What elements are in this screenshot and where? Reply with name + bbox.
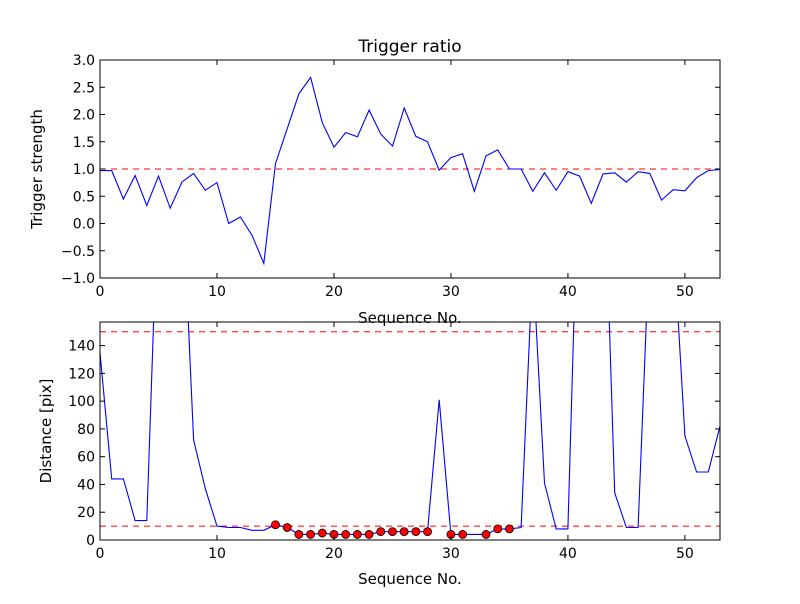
- bottom-y-tick-label: 100: [68, 394, 95, 410]
- top-x-tick-label: 50: [676, 284, 694, 300]
- bottom-trigger-marker: [411, 527, 421, 537]
- bottom-axes-frame: [99, 321, 721, 541]
- bottom-x-axis-label: Sequence No.: [358, 570, 462, 588]
- top-x-tick-label: 20: [325, 284, 343, 300]
- bottom-x-tick-label: 0: [96, 546, 105, 562]
- bottom-y-tick-label: 140: [68, 339, 95, 355]
- bottom-trigger-marker: [399, 527, 409, 537]
- bottom-x-tick-label: 20: [325, 546, 343, 562]
- bottom-trigger-marker: [341, 530, 351, 539]
- bottom-y-tick-label: 0: [86, 533, 95, 549]
- bottom-trigger-marker: [282, 523, 292, 532]
- top-y-tick-label: −0.5: [61, 244, 95, 260]
- top-y-axis-label: Trigger strength: [28, 109, 46, 230]
- bottom-trigger-marker: [376, 527, 386, 537]
- top-y-tick-label: 0.0: [73, 217, 95, 233]
- bottom-trigger-marker: [505, 524, 514, 534]
- top-x-tick-label: 10: [208, 284, 226, 300]
- bottom-trigger-marker: [317, 528, 327, 538]
- top-y-tick-label: −1.0: [61, 271, 95, 287]
- bottom-y-tick-label: 60: [77, 450, 95, 466]
- bottom-trigger-marker: [306, 530, 315, 539]
- bottom-y-axis-label: Distance [pix]: [37, 379, 55, 484]
- bottom-series-line: [100, 322, 720, 535]
- top-x-tick-label: 30: [442, 284, 460, 300]
- bottom-trigger-marker: [294, 530, 304, 539]
- top-x-axis-label: Sequence No.: [358, 309, 462, 327]
- bottom-y-tick-label: 20: [77, 505, 95, 521]
- top-y-tick-label: 0.5: [73, 189, 95, 205]
- top-y-tick-label: 3.0: [73, 53, 95, 69]
- top-y-tick-label: 1.0: [73, 162, 95, 178]
- bottom-trigger-marker: [481, 530, 491, 539]
- distance-plot: 0 10 20 30 40 50 0 20 40 60 80 100 120 140: [68, 321, 721, 562]
- bottom-trigger-marker: [493, 524, 503, 534]
- bottom-x-tick-label: 50: [676, 546, 694, 562]
- bottom-x-tick-label: 30: [442, 546, 460, 562]
- top-x-tick-label: 0: [96, 284, 105, 300]
- chart-title: Trigger ratio: [357, 37, 461, 57]
- top-y-tick-label: 1.5: [73, 135, 95, 151]
- top-y-tick-label: 2.5: [73, 80, 95, 96]
- bottom-trigger-marker: [388, 527, 397, 537]
- bottom-y-tick-label: 40: [77, 477, 95, 493]
- top-x-tick-label: 40: [559, 284, 577, 300]
- trigger-ratio-plot: 0 10 20 30 40 50 −1.0 −0.5 0.0 0.5 1.0 1.5 2.0 2.5 3.0: [61, 53, 721, 300]
- bottom-y-tick-label: 80: [77, 422, 95, 438]
- bottom-y-tick-label: 120: [68, 366, 95, 382]
- bottom-trigger-marker: [271, 520, 280, 530]
- bottom-trigger-marker: [458, 530, 468, 539]
- bottom-trigger-marker: [423, 527, 432, 537]
- bottom-trigger-marker: [352, 530, 362, 539]
- top-y-tick-label: 2.0: [73, 108, 95, 124]
- top-series-line: [100, 76, 720, 266]
- bottom-x-tick-label: 10: [208, 546, 226, 562]
- bottom-x-tick-label: 40: [559, 546, 577, 562]
- bottom-trigger-marker: [364, 530, 374, 539]
